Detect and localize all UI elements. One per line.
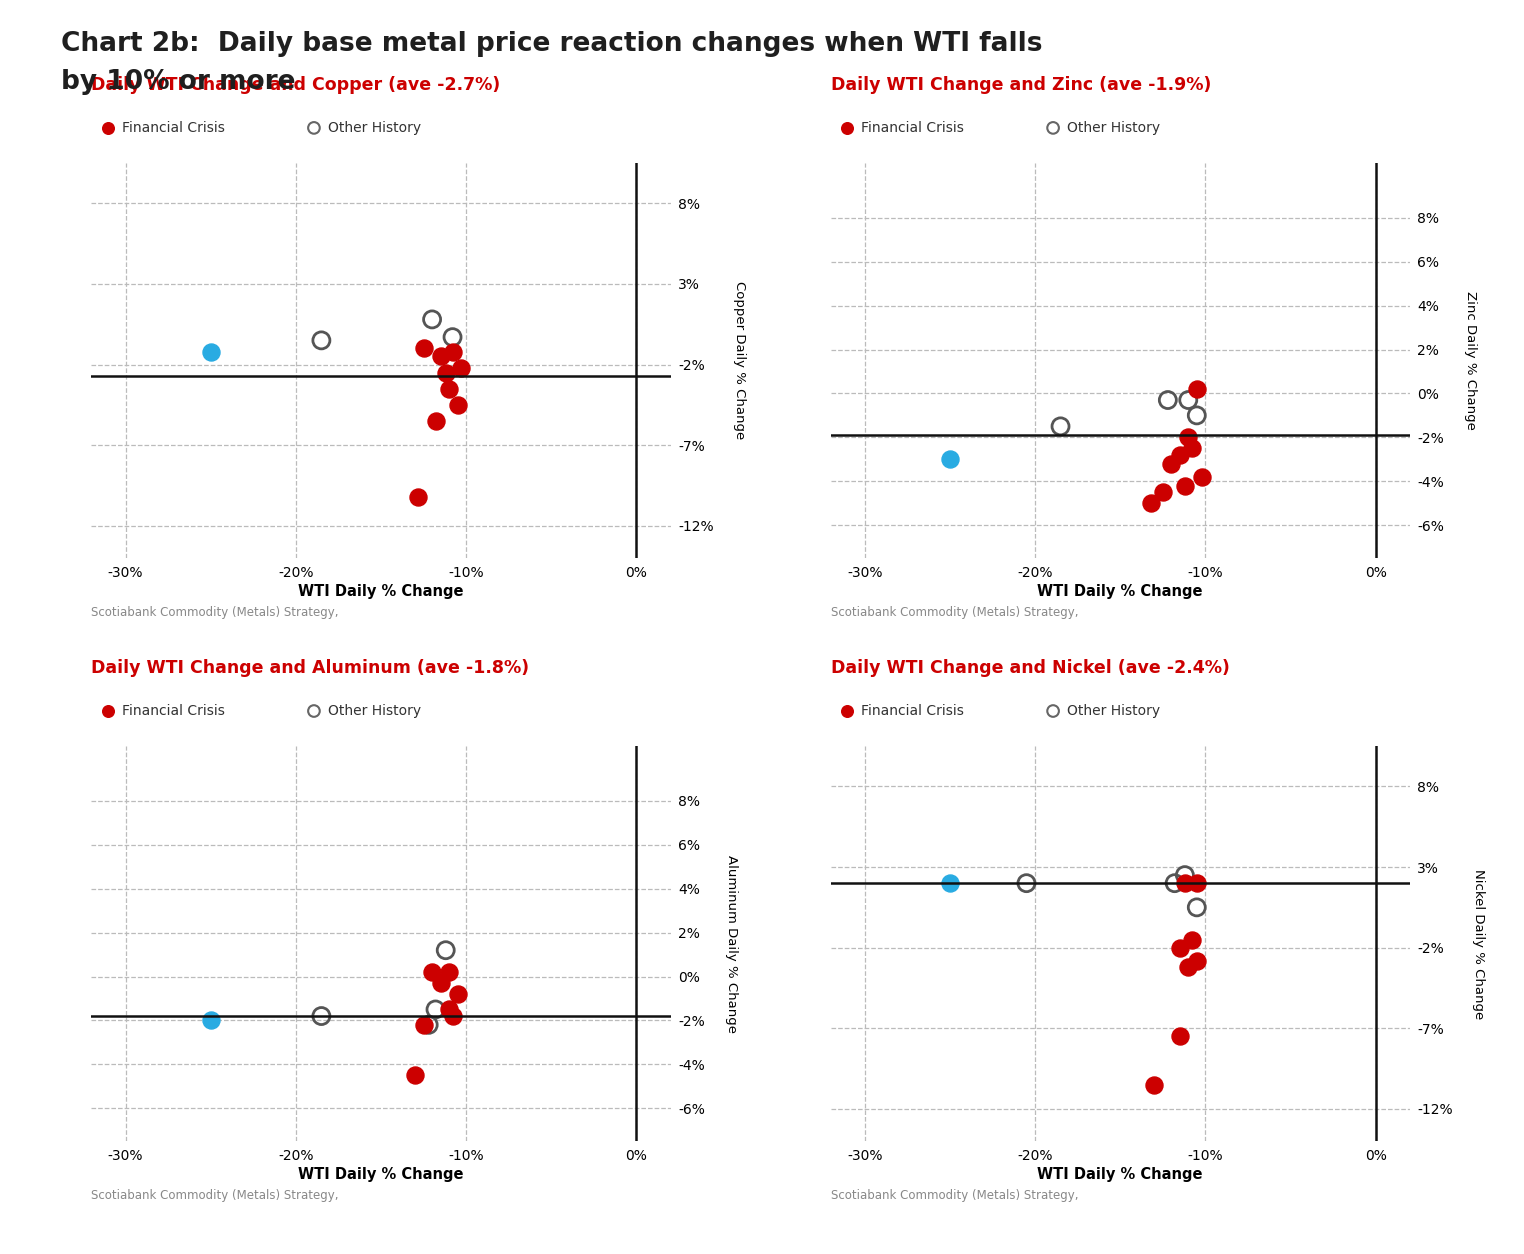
Text: Scotiabank Commodity (Metals) Strategy,: Scotiabank Commodity (Metals) Strategy, bbox=[831, 606, 1077, 618]
Y-axis label: Nickel Daily % Change: Nickel Daily % Change bbox=[1472, 869, 1486, 1018]
Point bbox=[437, 962, 462, 982]
Point bbox=[428, 346, 453, 366]
Point bbox=[1180, 929, 1204, 949]
Point bbox=[1155, 390, 1180, 410]
Point bbox=[1167, 938, 1192, 958]
Point bbox=[1177, 428, 1201, 448]
Point bbox=[1167, 445, 1192, 465]
Point bbox=[421, 962, 445, 982]
Point bbox=[445, 984, 469, 1004]
Text: Other History: Other History bbox=[1067, 703, 1160, 719]
Point bbox=[1160, 454, 1184, 474]
Point bbox=[450, 357, 474, 377]
Point bbox=[437, 999, 462, 1020]
Text: by 10% or more: by 10% or more bbox=[61, 69, 296, 95]
Point bbox=[1177, 957, 1201, 977]
Point bbox=[433, 362, 457, 382]
Point bbox=[428, 973, 453, 993]
Text: Scotiabank Commodity (Metals) Strategy,: Scotiabank Commodity (Metals) Strategy, bbox=[91, 1189, 338, 1201]
Point bbox=[440, 341, 465, 361]
Text: Scotiabank Commodity (Metals) Strategy,: Scotiabank Commodity (Metals) Strategy, bbox=[831, 1189, 1077, 1201]
Point bbox=[1190, 466, 1215, 487]
Point bbox=[411, 1014, 436, 1035]
Point bbox=[1041, 118, 1065, 138]
X-axis label: WTI Daily % Change: WTI Daily % Change bbox=[1038, 584, 1202, 599]
Point bbox=[1151, 482, 1175, 502]
Text: Chart 2b:  Daily base metal price reaction changes when WTI falls: Chart 2b: Daily base metal price reactio… bbox=[61, 31, 1042, 58]
Text: Daily WTI Change and Aluminum (ave -1.8%): Daily WTI Change and Aluminum (ave -1.8%… bbox=[91, 660, 529, 677]
Point bbox=[1163, 873, 1187, 893]
Point bbox=[198, 1011, 223, 1031]
Point bbox=[1015, 873, 1039, 893]
Point bbox=[411, 339, 436, 359]
Point bbox=[1041, 701, 1065, 721]
Text: Scotiabank Commodity (Metals) Strategy,: Scotiabank Commodity (Metals) Strategy, bbox=[91, 606, 338, 618]
Y-axis label: Copper Daily % Change: Copper Daily % Change bbox=[733, 281, 747, 440]
Point bbox=[1167, 1026, 1192, 1046]
Y-axis label: Zinc Daily % Change: Zinc Daily % Change bbox=[1463, 291, 1477, 430]
X-axis label: WTI Daily % Change: WTI Daily % Change bbox=[1038, 1167, 1202, 1183]
Point bbox=[1184, 405, 1209, 425]
Point bbox=[416, 1014, 440, 1035]
Point bbox=[302, 118, 326, 138]
Point bbox=[424, 999, 448, 1020]
Point bbox=[96, 701, 120, 721]
Point bbox=[1180, 438, 1204, 458]
Point bbox=[309, 1006, 334, 1026]
Point bbox=[1138, 493, 1163, 513]
Point bbox=[440, 327, 465, 347]
Point bbox=[437, 379, 462, 399]
Point bbox=[1184, 898, 1209, 918]
Point bbox=[445, 395, 469, 415]
Text: Other History: Other History bbox=[1067, 120, 1160, 135]
Text: Other History: Other History bbox=[328, 120, 421, 135]
Point bbox=[96, 118, 120, 138]
Point bbox=[1184, 379, 1209, 399]
Point bbox=[1172, 873, 1196, 893]
Text: Financial Crisis: Financial Crisis bbox=[861, 703, 965, 719]
Text: Financial Crisis: Financial Crisis bbox=[122, 120, 226, 135]
X-axis label: WTI Daily % Change: WTI Daily % Change bbox=[299, 584, 463, 599]
Point bbox=[1184, 873, 1209, 893]
Point bbox=[1172, 475, 1196, 495]
Point bbox=[1141, 1075, 1166, 1095]
Point bbox=[937, 449, 962, 469]
Text: Financial Crisis: Financial Crisis bbox=[861, 120, 965, 135]
Text: Daily WTI Change and Nickel (ave -2.4%): Daily WTI Change and Nickel (ave -2.4%) bbox=[831, 660, 1230, 677]
Point bbox=[835, 118, 860, 138]
Point bbox=[421, 310, 445, 330]
Point bbox=[433, 940, 457, 961]
Text: Daily WTI Change and Copper (ave -2.7%): Daily WTI Change and Copper (ave -2.7%) bbox=[91, 76, 501, 94]
Point bbox=[835, 701, 860, 721]
Point bbox=[198, 341, 223, 361]
Point bbox=[302, 701, 326, 721]
Point bbox=[424, 411, 448, 431]
Point bbox=[1049, 416, 1073, 436]
Point bbox=[309, 330, 334, 350]
Point bbox=[1172, 865, 1196, 885]
Text: Other History: Other History bbox=[328, 703, 421, 719]
X-axis label: WTI Daily % Change: WTI Daily % Change bbox=[299, 1167, 463, 1183]
Point bbox=[440, 1006, 465, 1026]
Point bbox=[407, 487, 431, 507]
Text: Daily WTI Change and Zinc (ave -1.9%): Daily WTI Change and Zinc (ave -1.9%) bbox=[831, 76, 1212, 94]
Point bbox=[402, 1066, 427, 1086]
Point bbox=[1177, 390, 1201, 410]
Point bbox=[1184, 951, 1209, 971]
Y-axis label: Aluminum Daily % Change: Aluminum Daily % Change bbox=[724, 855, 738, 1032]
Point bbox=[937, 873, 962, 893]
Text: Financial Crisis: Financial Crisis bbox=[122, 703, 226, 719]
